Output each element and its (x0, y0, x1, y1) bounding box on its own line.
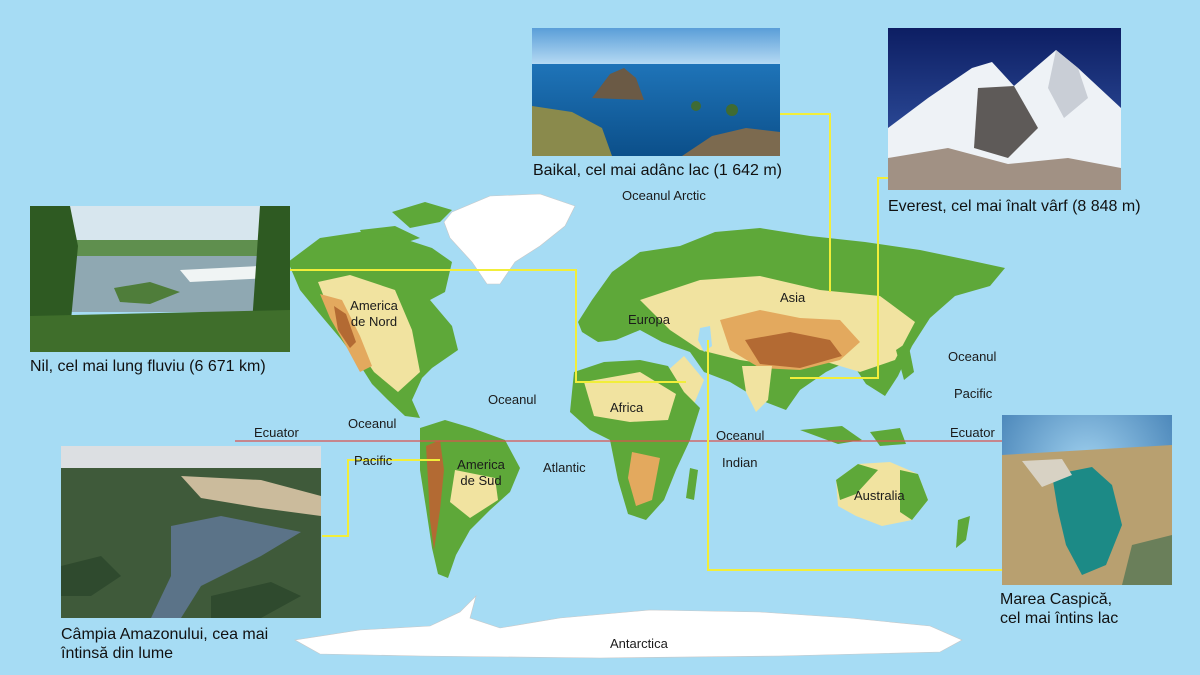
label-australia: Australia (854, 488, 905, 503)
river-photo-icon (30, 206, 290, 352)
label-south-america: America de Sud (457, 457, 505, 488)
label-pacific-east-2: Pacific (954, 386, 993, 401)
everest-caption: Everest, cel mai înalt vârf (8 848 m) (888, 198, 1141, 215)
baikal-caption: Baikal, cel mai adânc lac (1 642 m) (533, 162, 782, 179)
baikal-photo (532, 28, 780, 156)
antarctica-shape (294, 594, 963, 659)
caspian-caption: Marea Caspică, cel mai întins lac (1000, 591, 1119, 628)
nile-caption: Nil, cel mai lung fluviu (6 671 km) (30, 358, 266, 375)
label-arctic-ocean: Oceanul Arctic (622, 188, 706, 203)
sea-photo-icon (1002, 415, 1172, 585)
label-pacific-west-1: Oceanul (348, 416, 397, 431)
amazon-photo (61, 446, 321, 618)
label-equator-east: Ecuator (950, 425, 995, 440)
greenland (443, 193, 576, 285)
photo-connectors (290, 113, 1003, 571)
label-atlantic-2: Atlantic (543, 460, 586, 475)
label-north-america: America de Nord (350, 298, 398, 329)
amazon-caption: Câmpia Amazonului, cea mai întinsă din l… (61, 626, 269, 663)
label-pacific-west-2: Pacific (354, 453, 393, 468)
label-equator-west: Ecuator (254, 425, 299, 440)
nile-photo (30, 206, 290, 352)
label-antarctica: Antarctica (610, 636, 668, 651)
label-indian-2: Indian (722, 455, 758, 470)
label-africa: Africa (610, 400, 644, 415)
label-atlantic-1: Oceanul (488, 392, 537, 407)
caspian-photo (1002, 415, 1172, 585)
label-asia: Asia (780, 290, 806, 305)
plain-photo-icon (61, 446, 321, 618)
label-pacific-east-1: Oceanul (948, 349, 997, 364)
lake-photo-icon (532, 28, 780, 156)
label-indian-1: Oceanul (716, 428, 765, 443)
label-europe: Europa (628, 312, 670, 327)
mountain-photo-icon (888, 28, 1121, 190)
everest-photo (888, 28, 1121, 190)
